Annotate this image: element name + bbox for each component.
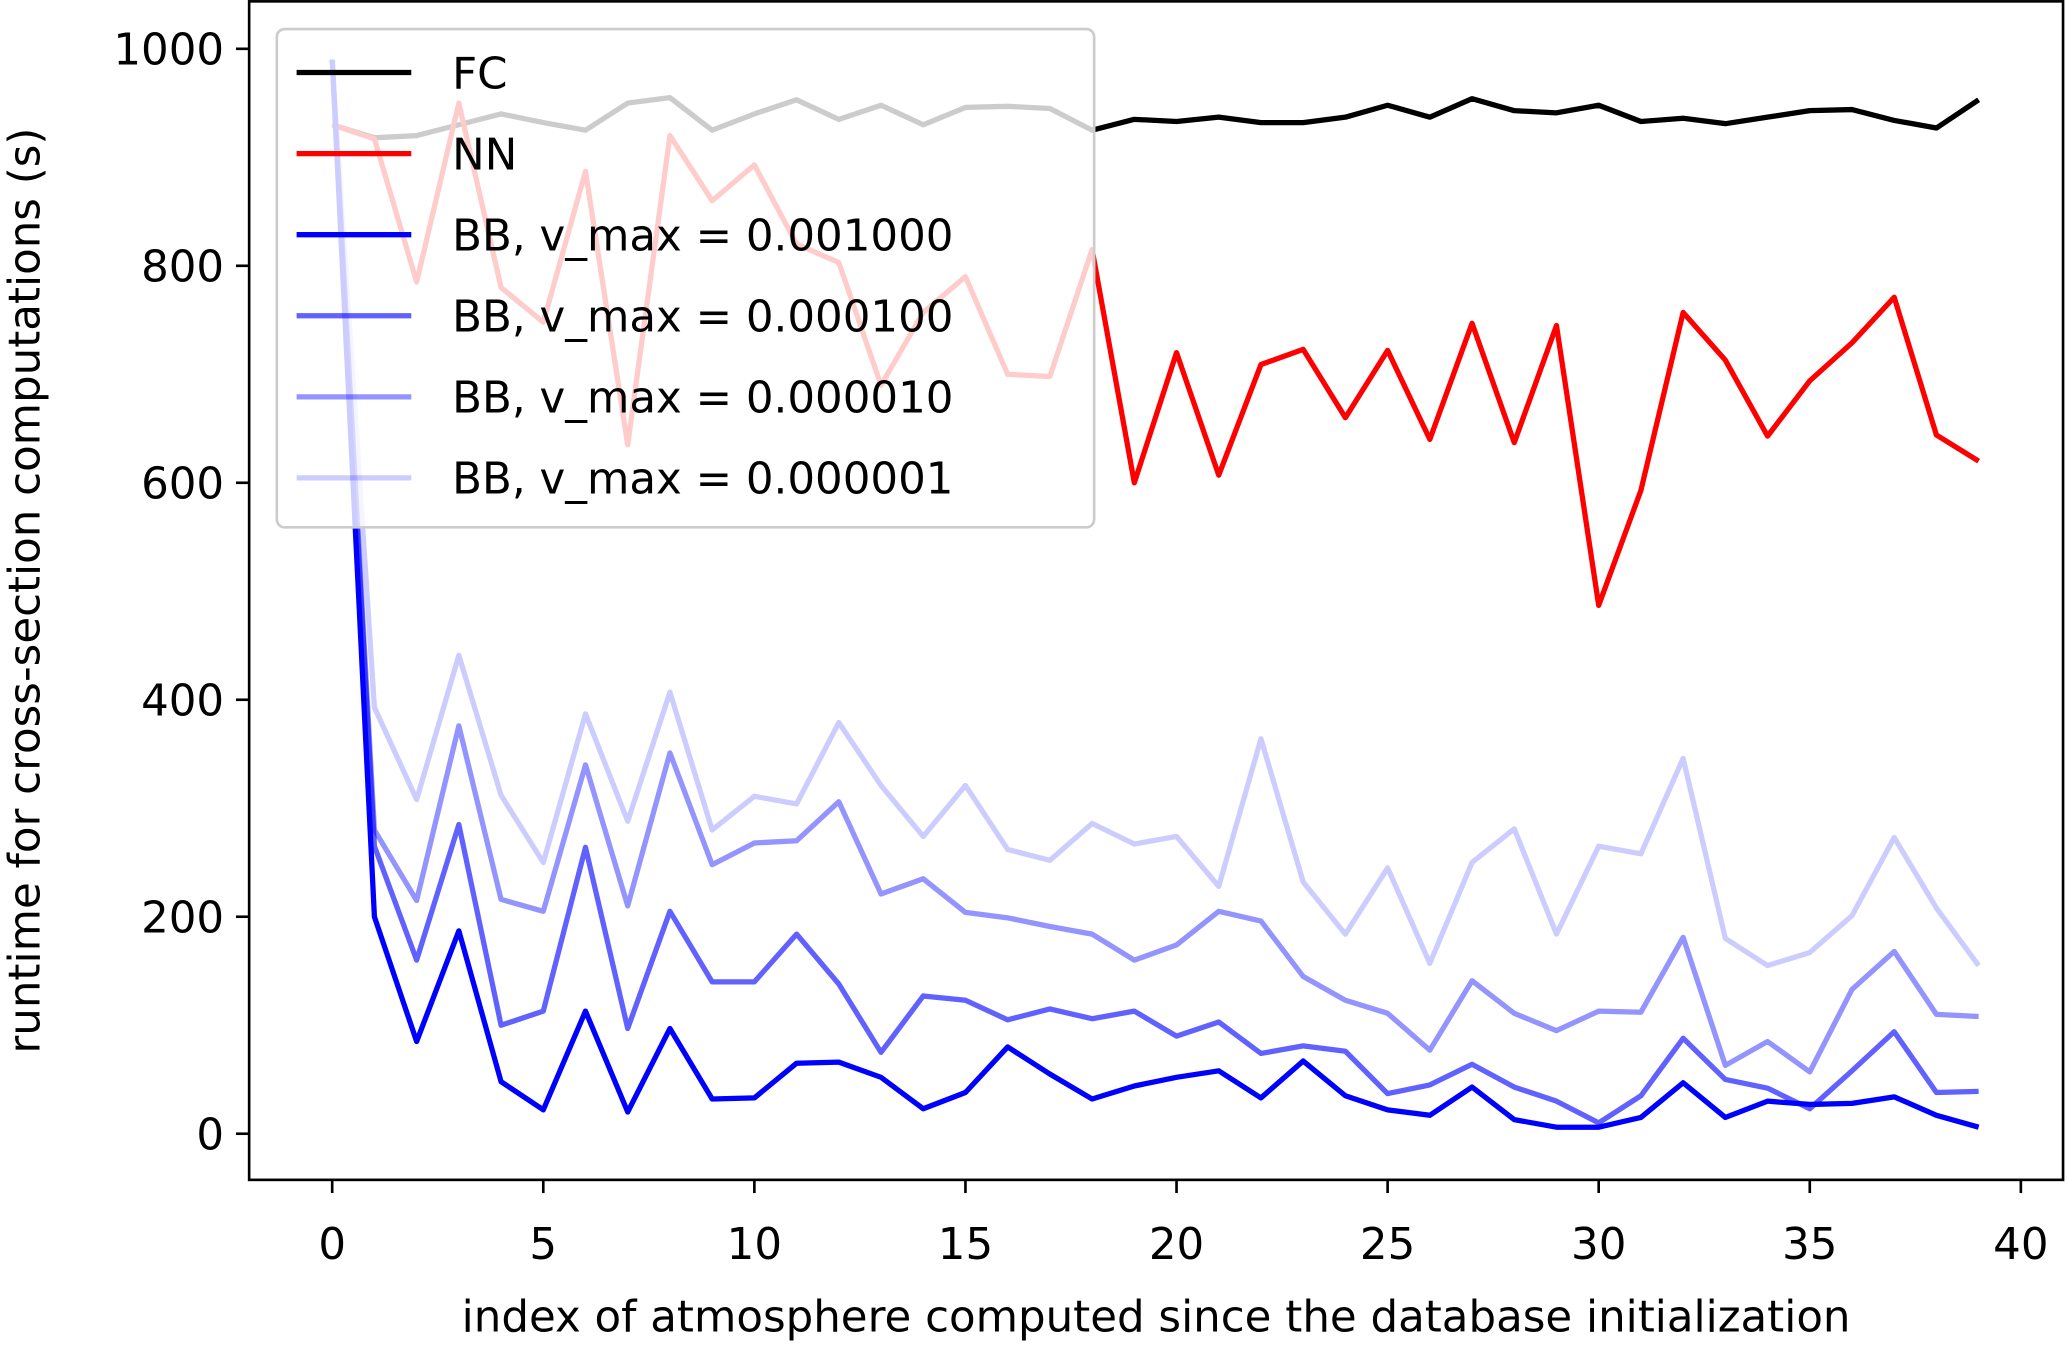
series-line-2 (329, 59, 1980, 1130)
legend-label-1: NN (452, 130, 517, 180)
x-tick-label: 30 (1571, 1220, 1626, 1270)
x-tick-label: 5 (529, 1220, 557, 1270)
y-tick-label: 1000 (113, 26, 224, 76)
series-line-3 (329, 59, 1979, 1126)
series-line-4 (329, 59, 1979, 1075)
x-tick-label: 15 (938, 1220, 993, 1270)
x-axis-ticks: 0 5 10 15 20 25 30 35 40 (318, 1179, 2049, 1270)
y-axis-ticks: 0 200 400 600 800 1000 (113, 26, 250, 1161)
x-tick-label: 0 (318, 1220, 346, 1270)
y-tick-label: 0 (196, 1111, 224, 1161)
legend-label-3: BB, v_max = 0.000100 (452, 293, 953, 343)
y-tick-label: 600 (141, 460, 224, 510)
legend-label-2: BB, v_max = 0.001000 (452, 212, 953, 262)
y-tick-label: 800 (141, 243, 224, 293)
y-axis-label: runtime for cross-section computations (… (1, 128, 51, 1054)
legend-label-0: FC (452, 49, 507, 99)
legend-label-4: BB, v_max = 0.000010 (452, 374, 953, 424)
x-tick-label: 35 (1782, 1220, 1837, 1270)
legend-box (275, 27, 1096, 529)
legend-label-5: BB, v_max = 0.000001 (452, 455, 953, 505)
x-tick-label: 10 (727, 1220, 782, 1270)
legend: FC NN BB, v_max = 0.001000 BB, v_max = 0.00… (296, 49, 953, 505)
x-tick-label: 20 (1149, 1220, 1204, 1270)
x-tick-label: 25 (1360, 1220, 1415, 1270)
plot-frame (247, 0, 2065, 1182)
y-tick-label: 200 (141, 894, 224, 944)
x-axis-label: index of atmosphere computed since the d… (462, 1292, 1851, 1342)
y-tick-label: 400 (141, 677, 224, 727)
series-line-5 (329, 59, 1981, 969)
x-tick-label: 40 (1993, 1220, 2048, 1270)
